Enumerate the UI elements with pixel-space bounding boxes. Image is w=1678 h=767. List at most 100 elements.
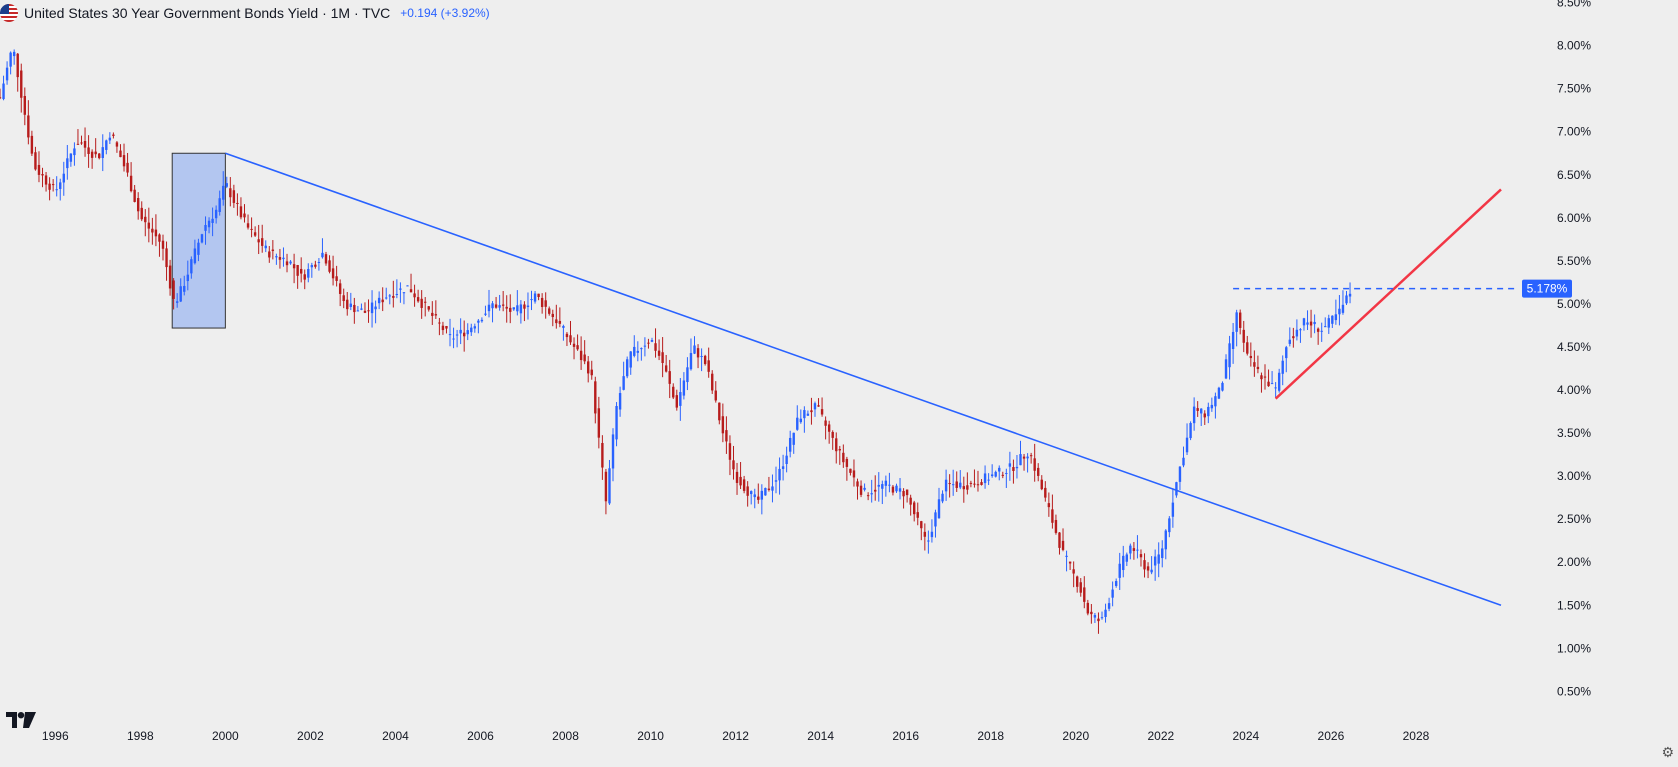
candle-body[interactable] (643, 345, 647, 347)
candle-body[interactable] (537, 293, 540, 298)
candle-body[interactable] (533, 293, 537, 302)
settings-gear-icon[interactable]: ⚙ (1661, 744, 1674, 760)
candle-body[interactable] (902, 490, 905, 497)
candle-body[interactable] (44, 175, 48, 185)
candle-body[interactable] (243, 213, 246, 218)
candle-body[interactable] (317, 262, 321, 264)
candle-body[interactable] (477, 320, 480, 323)
candle-body[interactable] (427, 306, 430, 310)
candle-body[interactable] (509, 307, 512, 312)
candle-body[interactable] (895, 485, 898, 492)
candle-body[interactable] (1196, 408, 1199, 411)
candle-body[interactable] (650, 340, 654, 342)
candle-body[interactable] (41, 174, 44, 176)
candle-body[interactable] (866, 495, 870, 497)
candle-body[interactable] (625, 359, 629, 377)
candle-body[interactable] (842, 452, 845, 463)
candle-body[interactable] (750, 491, 753, 495)
candle-body[interactable] (799, 418, 803, 423)
candle-body[interactable] (778, 468, 781, 481)
downtrend-line[interactable] (225, 152, 1502, 607)
candle-body[interactable] (1200, 408, 1203, 414)
candle-body[interactable] (76, 143, 80, 145)
candle-body[interactable] (1075, 576, 1079, 587)
candle-body[interactable] (1238, 312, 1242, 328)
candle-body[interactable] (558, 320, 562, 324)
candle-body[interactable] (1072, 569, 1075, 574)
candle-body[interactable] (374, 306, 377, 310)
candle-body[interactable] (193, 248, 197, 264)
candle-body[interactable] (69, 153, 73, 162)
candle-body[interactable] (966, 485, 969, 490)
candle-body[interactable] (920, 521, 923, 529)
candle-body[interactable] (1093, 615, 1097, 618)
candle-body[interactable] (172, 280, 175, 299)
candle-body[interactable] (1019, 454, 1022, 466)
candle-body[interactable] (268, 251, 271, 258)
candle-body[interactable] (1249, 355, 1253, 359)
candle-body[interactable] (594, 381, 597, 414)
candle-body[interactable] (441, 325, 445, 331)
candle-body[interactable] (1022, 456, 1026, 459)
candle-body[interactable] (1334, 314, 1338, 321)
candle-body[interactable] (353, 304, 356, 313)
candle-body[interactable] (682, 380, 686, 396)
candle-body[interactable] (168, 265, 172, 289)
candle-body[interactable] (1136, 549, 1139, 551)
candle-body[interactable] (696, 348, 700, 358)
candle-body[interactable] (838, 449, 841, 451)
candle-body[interactable] (1270, 383, 1274, 385)
candle-body[interactable] (923, 531, 927, 537)
candle-body[interactable] (214, 209, 218, 219)
candle-body[interactable] (675, 395, 678, 408)
candle-body[interactable] (455, 334, 459, 336)
candle-body[interactable] (781, 466, 785, 469)
price-axis-panel[interactable] (1518, 0, 1678, 767)
candle-body[interactable] (179, 286, 182, 302)
candle-body[interactable] (225, 183, 228, 187)
candle-body[interactable] (314, 264, 317, 267)
candle-body[interactable] (728, 443, 732, 460)
candle-body[interactable] (969, 482, 973, 484)
candle-body[interactable] (140, 207, 143, 220)
candle-body[interactable] (820, 409, 824, 415)
candle-body[interactable] (806, 413, 810, 416)
candle-body[interactable] (34, 152, 37, 170)
candle-body[interactable] (1008, 463, 1012, 467)
candle-body[interactable] (484, 313, 487, 315)
candle-body[interactable] (732, 460, 735, 470)
candle-body[interactable] (976, 484, 980, 486)
candle-body[interactable] (817, 405, 820, 407)
candle-body[interactable] (296, 265, 299, 276)
candle-body[interactable] (551, 313, 554, 318)
candle-body[interactable] (810, 410, 813, 413)
candle-body[interactable] (1175, 482, 1178, 496)
candle-body[interactable] (292, 264, 296, 269)
candle-body[interactable] (416, 297, 420, 302)
candle-body[interactable] (275, 256, 278, 258)
support-trendline[interactable] (1274, 188, 1502, 400)
candle-body[interactable] (370, 302, 374, 314)
candle-body[interactable] (285, 261, 289, 266)
candle-body[interactable] (1125, 554, 1129, 562)
candle-body[interactable] (874, 489, 877, 492)
candle-body[interactable] (1104, 609, 1107, 617)
candle-body[interactable] (615, 405, 618, 440)
candle-body[interactable] (310, 265, 314, 268)
candle-body[interactable] (1040, 479, 1043, 490)
candle-body[interactable] (1182, 457, 1185, 466)
candle-body[interactable] (23, 95, 27, 115)
candle-body[interactable] (1320, 330, 1323, 332)
candle-body[interactable] (491, 303, 494, 309)
candle-body[interactable] (1228, 343, 1231, 368)
candle-body[interactable] (94, 151, 97, 155)
candle-body[interactable] (1111, 589, 1114, 598)
candle-body[interactable] (239, 206, 243, 218)
candle-body[interactable] (788, 437, 792, 452)
candle-body[interactable] (1267, 381, 1270, 387)
candle-body[interactable] (700, 356, 703, 358)
candle-body[interactable] (579, 350, 583, 361)
candle-body[interactable] (951, 484, 955, 486)
candle-body[interactable] (409, 289, 413, 293)
candle-body[interactable] (1037, 467, 1040, 476)
